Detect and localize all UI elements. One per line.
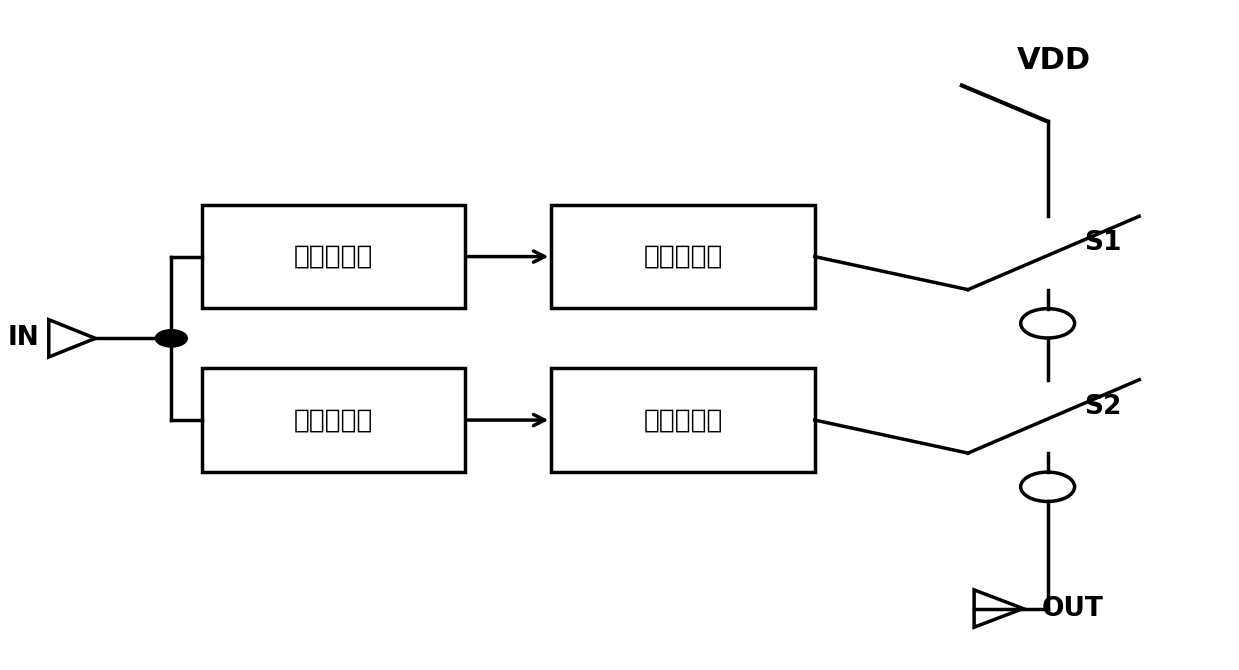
Text: 第一输入级: 第一输入级 [294, 244, 373, 269]
Text: OUT: OUT [1042, 596, 1104, 622]
FancyBboxPatch shape [551, 369, 815, 472]
FancyBboxPatch shape [551, 205, 815, 308]
FancyBboxPatch shape [202, 205, 466, 308]
Text: S2: S2 [1084, 394, 1121, 419]
Text: 第二输入级: 第二输入级 [294, 407, 373, 433]
Text: 第一驱动级: 第一驱动级 [643, 244, 722, 269]
Text: 第二驱动级: 第二驱动级 [643, 407, 722, 433]
Circle shape [155, 330, 187, 347]
Text: S1: S1 [1084, 230, 1121, 256]
Text: VDD: VDD [1017, 46, 1090, 75]
FancyBboxPatch shape [202, 369, 466, 472]
Text: IN: IN [7, 326, 38, 351]
